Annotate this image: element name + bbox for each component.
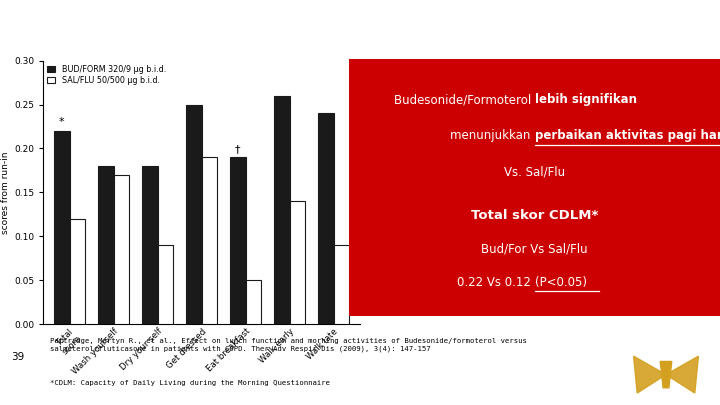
Text: Budesonide/Formoterol: Budesonide/Formoterol <box>394 94 534 107</box>
Bar <box>158 245 173 324</box>
Polygon shape <box>353 61 720 174</box>
Bar <box>70 219 85 324</box>
Text: (P<0.05): (P<0.05) <box>534 276 587 289</box>
Bar <box>114 175 129 324</box>
Text: Bud/For Vs Sal/Flu: Bud/For Vs Sal/Flu <box>481 243 588 256</box>
Bar <box>274 96 289 324</box>
Text: †: † <box>235 144 240 154</box>
Polygon shape <box>634 356 666 393</box>
Legend: BUD/FORM 320/9 μg b.i.d., SAL/FLU 50/500 μg b.i.d.: BUD/FORM 320/9 μg b.i.d., SAL/FLU 50/500… <box>48 65 166 85</box>
Text: 0.22 Vs 0.12: 0.22 Vs 0.12 <box>457 276 534 289</box>
Text: *CDLM: Capacity of Daily Living during the Morning Questionnaire: *CDLM: Capacity of Daily Living during t… <box>50 380 330 386</box>
Bar <box>349 59 720 316</box>
Text: Partridge, Martyn R., et al., Effect on lunch function and morning activities of: Partridge, Martyn R., et al., Effect on … <box>50 338 527 352</box>
Bar <box>202 157 217 324</box>
Text: *: * <box>59 117 65 128</box>
Bar <box>142 166 158 324</box>
Y-axis label: Change in CDLM questionnaire
scores from run-in: Change in CDLM questionnaire scores from… <box>0 122 10 262</box>
Text: lebih signifikan: lebih signifikan <box>534 94 636 107</box>
Bar <box>186 104 202 324</box>
Text: Total skor CDLM*: Total skor CDLM* <box>471 209 598 222</box>
Bar <box>246 280 261 324</box>
Polygon shape <box>660 361 672 388</box>
Bar <box>333 245 349 324</box>
Text: perbaikan aktivitas pagi hari: perbaikan aktivitas pagi hari <box>534 129 720 143</box>
Bar <box>318 113 333 324</box>
Text: menunjukkan: menunjukkan <box>451 129 534 143</box>
Bar <box>230 157 246 324</box>
Polygon shape <box>666 356 698 393</box>
Bar <box>54 131 70 324</box>
Bar <box>289 201 305 324</box>
Text: Vs. Sal/Flu: Vs. Sal/Flu <box>504 165 565 178</box>
Bar <box>98 166 114 324</box>
Text: 39: 39 <box>11 352 24 362</box>
